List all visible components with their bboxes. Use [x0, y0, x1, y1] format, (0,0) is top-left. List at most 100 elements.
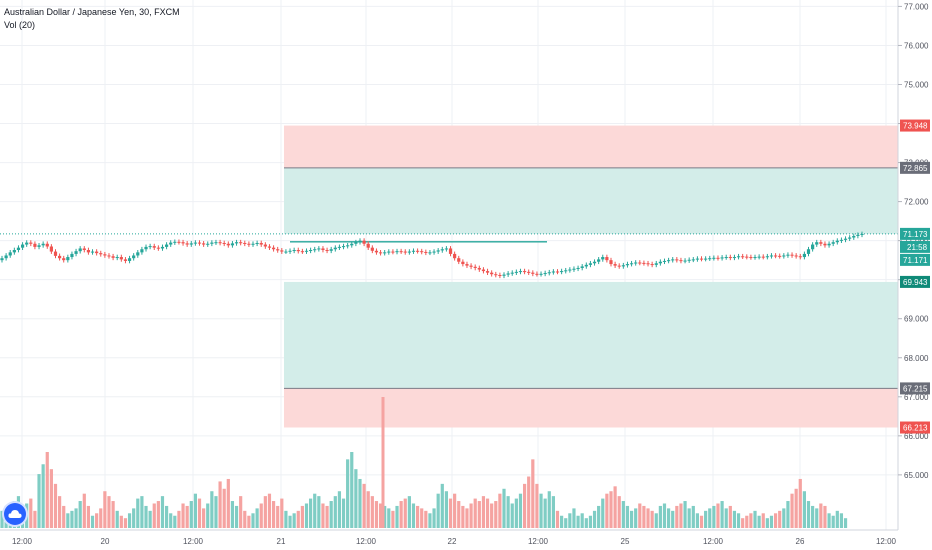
candle-body [144, 246, 148, 250]
candle-body [625, 264, 630, 266]
volume-bar [280, 498, 284, 528]
candle-body [70, 253, 74, 258]
candle-body [86, 250, 91, 253]
volume-bar [214, 496, 218, 528]
candle-body [699, 258, 704, 260]
candle-body [374, 250, 379, 253]
lower-stop-zone [284, 388, 898, 428]
tradingview-logo-icon[interactable] [4, 503, 26, 525]
candle-body [383, 252, 387, 254]
candle-body [37, 245, 41, 247]
volume-bar [490, 503, 494, 528]
candle-body [490, 272, 494, 275]
volume-bar [0, 510, 4, 528]
candle-body [560, 271, 564, 273]
candle-body [691, 259, 695, 261]
candle-body [296, 250, 300, 252]
candle-body [415, 250, 420, 252]
volume-bar [453, 493, 457, 528]
price-label-background [900, 161, 930, 174]
volume-bar [45, 452, 49, 528]
candle-body [440, 249, 444, 251]
candle-body [798, 256, 802, 258]
volume-bar [613, 486, 617, 528]
countdown-text: 21:58 [907, 243, 928, 252]
candle-body [815, 242, 819, 245]
candle-body [597, 259, 601, 262]
candle-body [58, 255, 62, 259]
volume-indicator-label[interactable]: Vol (20) [4, 20, 36, 30]
volume-bar [617, 496, 621, 528]
volume-bar [514, 498, 518, 528]
volume-bar [691, 505, 695, 528]
volume-bar [354, 469, 358, 528]
candle-body [510, 272, 514, 274]
volume-bar [296, 510, 300, 528]
candle-body [329, 249, 333, 251]
volume-bar [498, 493, 502, 528]
candle-body [551, 271, 555, 273]
candle-body [424, 251, 428, 253]
candle-body [568, 269, 572, 271]
current-price-label: 71.173 [900, 227, 930, 240]
candle-body [288, 250, 292, 252]
candle-body [683, 260, 687, 262]
candle-body [543, 273, 547, 275]
volume-bar [745, 515, 749, 528]
volume-bar [794, 488, 798, 528]
lower-entry-price-label: 67.215 [900, 382, 930, 395]
lower-profit-zone [284, 281, 898, 389]
volume-bar [716, 503, 720, 528]
volume-bar [230, 501, 235, 528]
candle-body [234, 242, 239, 244]
volume-bar [136, 498, 140, 528]
volume-bar [712, 505, 716, 528]
candle-body [300, 251, 304, 253]
volume-bar [95, 513, 99, 528]
volume-bar [62, 505, 66, 528]
candle-body [498, 274, 502, 276]
volume-bar [473, 498, 477, 528]
volume-bar [202, 508, 206, 528]
volume-bar [481, 496, 486, 528]
volume-bar [391, 510, 395, 528]
volume-bar [687, 508, 691, 528]
candle-body [535, 273, 539, 275]
symbol-title[interactable]: Australian Dollar / Japanese Yen, 30, FX… [4, 7, 180, 17]
volume-bar [37, 474, 41, 528]
candle-body [387, 251, 391, 253]
price-label-text: 66.213 [903, 424, 928, 433]
chart-legend[interactable]: Australian Dollar / Japanese Yen, 30, FX… [4, 6, 180, 32]
candle-body [4, 255, 8, 259]
price-tick-label: 72.000 [904, 198, 929, 207]
candle-body [280, 250, 284, 252]
candle-body [259, 242, 263, 245]
candle-body [522, 271, 527, 273]
volume-bar [646, 508, 650, 528]
volume-bar [625, 505, 630, 528]
volume-bar [86, 505, 91, 528]
candle-body [169, 242, 173, 245]
candle-body [465, 264, 469, 266]
volume-bar [304, 503, 309, 528]
candle-body [103, 254, 107, 256]
price-label-background [900, 275, 930, 288]
volume-bar [193, 493, 197, 528]
candle-body [358, 240, 362, 243]
candle-body [16, 247, 21, 251]
time-tick-label: 12:00 [183, 537, 204, 546]
volume-bar [790, 493, 794, 528]
candle-body [720, 257, 724, 259]
price-tick-label: 66.000 [904, 432, 929, 441]
volume-bar [317, 496, 321, 528]
volume-bar [695, 513, 700, 528]
volume-bar [243, 510, 247, 528]
volume-bar [164, 505, 169, 528]
candle-body [136, 252, 140, 256]
volume-bar [346, 459, 350, 528]
reference-price-label: 71.171 [900, 253, 930, 266]
candle-body [786, 254, 790, 256]
candle-body [160, 246, 165, 249]
